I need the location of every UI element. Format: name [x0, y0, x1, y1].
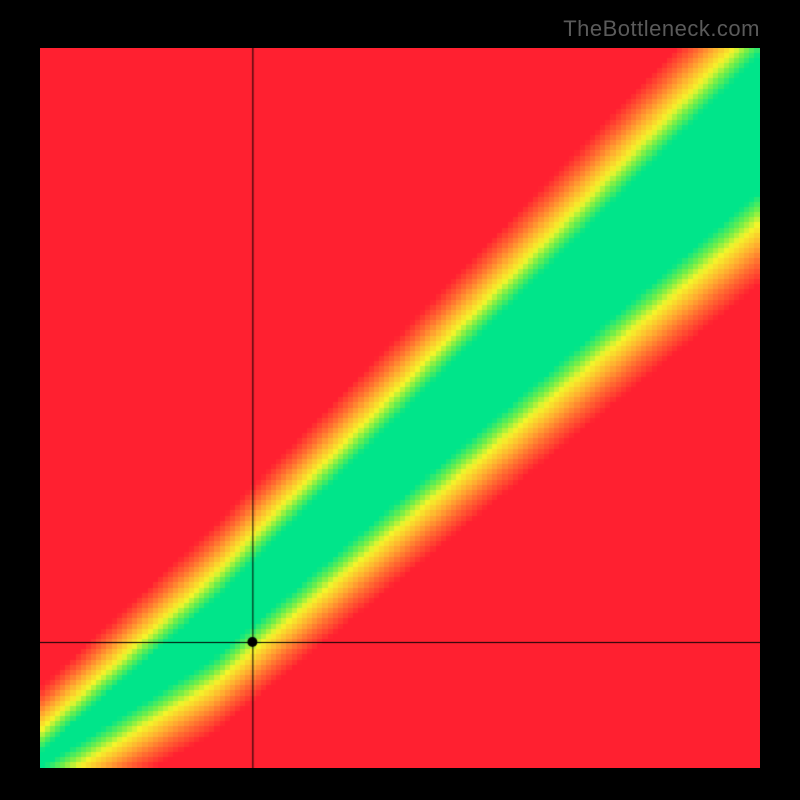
chart-container: TheBottleneck.com [0, 0, 800, 800]
watermark-text: TheBottleneck.com [563, 16, 760, 42]
heatmap-plot [40, 48, 760, 768]
heatmap-canvas [40, 48, 760, 768]
